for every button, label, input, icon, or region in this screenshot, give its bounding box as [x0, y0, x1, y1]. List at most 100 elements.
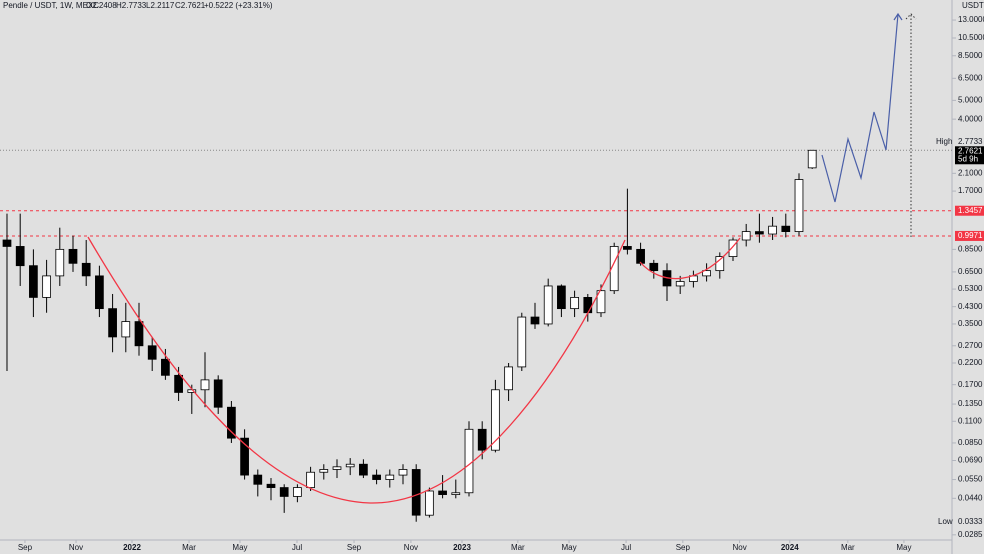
target-arrow	[905, 13, 917, 20]
candle-body	[42, 275, 51, 298]
level-label: 0.9971	[958, 231, 983, 240]
x-tick-label: Nov	[404, 543, 418, 552]
candle-body	[517, 316, 527, 368]
y-tick-label: 0.4300	[958, 302, 983, 311]
x-tick-label: Nov	[732, 543, 746, 552]
y-tick-label: 0.0850	[958, 438, 983, 447]
y-tick-label: 10.5000	[958, 33, 984, 42]
y-tick-label: 0.2200	[958, 358, 983, 367]
candle-body	[95, 275, 104, 310]
low-name: Low	[938, 517, 953, 526]
y-tick-label: 2.1000	[958, 168, 983, 177]
y-tick-label: 5.0000	[958, 95, 983, 104]
y-tick-label: 8.5000	[958, 51, 983, 60]
cup-curve	[87, 236, 626, 504]
candle-body	[147, 345, 157, 360]
x-tick-label: Mar	[841, 543, 855, 552]
y-tick-label: 0.2700	[958, 341, 983, 350]
candle-body	[161, 358, 170, 376]
low-label: 0.0333	[958, 517, 983, 526]
candle-body	[134, 321, 144, 347]
candle-body	[807, 149, 817, 169]
ohlc-high: H2.7733	[116, 1, 147, 10]
y-tick-label: 0.3500	[958, 319, 983, 328]
projection-path	[821, 13, 899, 203]
chart-title: Pendle / USDT, 1W, MEXC	[3, 1, 99, 10]
candle-body	[636, 248, 645, 264]
candle-body	[345, 463, 355, 468]
x-tick-label: Nov	[69, 543, 83, 552]
candle-body	[213, 379, 223, 408]
candle-body	[702, 270, 711, 277]
candle-body	[240, 437, 249, 476]
x-tick-label: 2022	[123, 543, 141, 552]
candle-body	[81, 262, 91, 277]
candle-body	[227, 406, 236, 439]
candle-body	[332, 466, 342, 470]
y-tick-label: 0.0690	[958, 456, 983, 465]
candle-body	[451, 492, 461, 495]
y-tick-label: 0.0550	[958, 475, 983, 484]
candle-body	[29, 265, 38, 298]
x-tick-label: Jul	[621, 543, 631, 552]
candle-body	[755, 231, 764, 235]
currency: USDT	[962, 1, 984, 10]
ohlc-close: C2.7621	[175, 1, 206, 10]
candle-body	[623, 246, 632, 250]
x-tick-label: Jul	[292, 543, 302, 552]
candle-body	[728, 239, 738, 257]
candle-body	[121, 321, 131, 338]
countdown: 5d 9h	[958, 154, 978, 163]
y-tick-label: 0.0440	[958, 493, 983, 502]
y-tick-label: 13.0000	[958, 15, 984, 24]
candle-body	[543, 285, 553, 325]
candle-body	[306, 471, 315, 488]
candle-body	[174, 374, 183, 393]
candle-body	[768, 225, 777, 235]
candle-body	[741, 231, 751, 241]
candle-body	[715, 256, 725, 272]
candle-body	[411, 469, 421, 516]
candle-body	[596, 290, 606, 314]
candle-body	[319, 469, 329, 473]
ohlc-low: L2.2117	[146, 1, 175, 10]
candle-body	[372, 474, 381, 480]
candle-body	[15, 246, 25, 267]
x-tick-label: Sep	[18, 543, 33, 552]
candle-body	[794, 179, 804, 232]
candle-body	[279, 487, 289, 497]
y-tick-label: 0.1700	[958, 380, 983, 389]
candle-body	[464, 428, 474, 494]
last-price-label: 2.7621	[958, 146, 983, 155]
candle-body	[583, 297, 593, 314]
candle-body	[200, 379, 210, 391]
candle-body	[781, 225, 791, 232]
x-tick-label: Mar	[511, 543, 525, 552]
candle-body	[55, 248, 65, 277]
y-tick-label: 0.5300	[958, 284, 983, 293]
candle-body	[108, 308, 117, 338]
y-tick-label: 0.1100	[958, 416, 982, 425]
x-tick-label: May	[896, 543, 911, 552]
level-tag	[955, 230, 984, 241]
x-tick-label: May	[232, 543, 247, 552]
candle-body	[359, 463, 368, 476]
high-name: High	[936, 137, 952, 146]
candle-body	[557, 285, 566, 310]
ohlc-open: O2.2408	[86, 1, 117, 10]
ohlc-change: +0.5222 (+23.31%)	[204, 1, 273, 10]
candle-body	[609, 246, 619, 292]
y-tick-label: 0.6500	[958, 267, 983, 276]
level-tag	[955, 205, 984, 216]
y-tick-label: 4.0000	[958, 114, 983, 123]
x-tick-label: 2024	[781, 543, 799, 552]
x-tick-label: Sep	[347, 543, 362, 552]
candle-body	[570, 297, 579, 310]
y-tick-label: 6.5000	[958, 73, 983, 82]
candle-body	[266, 483, 276, 488]
candle-body	[504, 366, 513, 391]
candle-body	[253, 474, 263, 485]
